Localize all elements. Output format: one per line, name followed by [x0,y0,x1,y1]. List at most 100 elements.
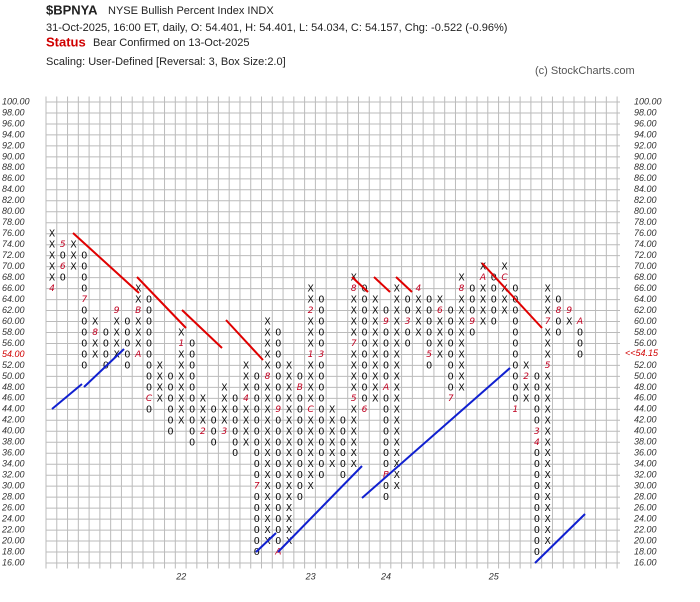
x-box: X [264,514,270,525]
month-marker: 9 [566,306,572,316]
o-box: O [383,306,389,317]
o-box: O [211,404,217,415]
o-box: O [275,481,281,492]
month-marker: A [479,273,486,283]
x-box: X [71,251,77,262]
x-box: X [308,371,314,382]
o-box: O [361,349,367,360]
x-box: X [308,317,314,328]
x-box: X [286,448,292,459]
y-tick-label-right: 44.00 [634,404,657,414]
y-tick-label-right: 52.00 [634,360,657,370]
o-box: O [361,360,367,371]
x-box: X [308,448,314,459]
o-box: O [275,536,281,547]
o-box: O [146,295,152,306]
x-box: X [394,328,400,339]
x-tick-label: 25 [488,571,500,581]
x-box: X [264,415,270,426]
y-tick-label: 92.00 [2,140,25,150]
o-box: O [275,514,281,525]
x-box: X [480,262,486,273]
x-box: X [545,514,551,525]
x-box: X [221,415,227,426]
o-box: O [534,382,540,393]
x-box: X [372,295,378,306]
o-box: O [318,360,324,371]
quote-line: 31-Oct-2025, 16:00 ET, daily, O: 54.401,… [46,22,507,34]
x-box: X [264,459,270,470]
o-box: O [383,492,389,503]
x-box: X [480,306,486,317]
x-box: X [71,262,77,273]
x-box: X [351,317,357,328]
x-box: X [351,404,357,415]
x-box: X [49,229,55,240]
o-box: O [383,448,389,459]
x-box: X [243,382,249,393]
x-box: X [372,393,378,404]
o-box: O [232,404,238,415]
x-box: X [394,338,400,349]
o-box: O [340,459,346,470]
o-box: O [81,251,87,262]
o-box: O [491,306,497,317]
y-tick-label-right: 16.00 [634,557,657,567]
x-box: X [458,349,464,360]
o-box: O [555,328,561,339]
o-box: O [448,306,454,317]
x-tick-label: 24 [380,571,391,581]
month-marker: 7 [448,394,454,404]
o-box: O [448,371,454,382]
o-box: O [405,306,411,317]
month-marker: A [274,548,281,558]
o-box: O [81,317,87,328]
x-box: X [566,317,572,328]
x-box: X [329,404,335,415]
o-box: O [469,295,475,306]
x-box: X [308,328,314,339]
x-box: X [394,317,400,328]
o-box: O [577,349,583,360]
x-box: X [351,415,357,426]
x-column: X9 [566,306,572,327]
o-box: O [534,547,540,558]
month-marker: A [134,350,141,360]
x-box: X [178,415,184,426]
o-box: O [60,273,66,284]
y-tick-label: 64.00 [2,294,25,304]
x-box: X [372,317,378,328]
x-box: X [458,317,464,328]
x-box: X [178,382,184,393]
y-tick-label-right: 28.00 [633,492,657,502]
y-tick-label-right: 18.00 [634,546,657,556]
x-box: X [458,382,464,393]
y-tick-label: 40.00 [2,426,25,436]
y-tick-label-right: 56.00 [634,338,657,348]
o-box: O [534,514,540,525]
bull-trendline [255,532,277,553]
x-box: X [114,338,120,349]
x-box: X [545,404,551,415]
month-marker: 2 [308,306,314,316]
o-box: O [361,306,367,317]
x-box: X [545,426,551,437]
scaling-text: Scaling: User-Defined [Reversal: 3, Box … [46,56,286,68]
o-box: O [81,338,87,349]
o-box: O [491,295,497,306]
last-price-label: <<54.15 [625,348,659,358]
x-box: X [264,393,270,404]
x-box: X [437,295,443,306]
x-box: X [178,393,184,404]
o-box: O [361,295,367,306]
o-box: O [124,338,130,349]
x-box: X [372,349,378,360]
o-box: O [297,415,303,426]
y-tick-label-right: 68.00 [634,272,657,282]
